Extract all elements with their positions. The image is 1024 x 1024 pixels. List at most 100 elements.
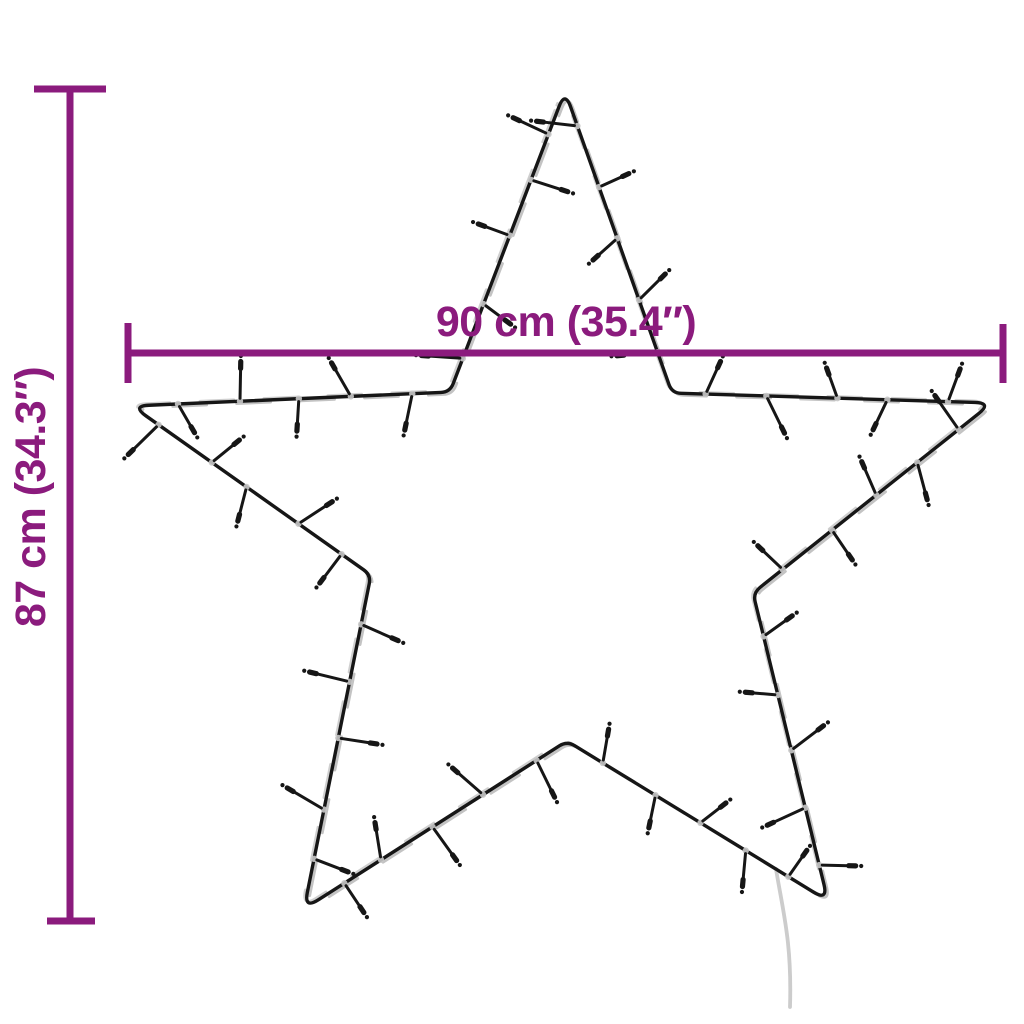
- bulb-stem: [874, 400, 888, 425]
- bulb: [751, 539, 782, 569]
- bulb: [832, 531, 858, 567]
- bulb: [739, 852, 747, 895]
- bulb-tip-dot: [807, 843, 813, 848]
- bulb: [315, 858, 356, 876]
- bulb-stem: [374, 827, 383, 859]
- bulb-stem: [344, 884, 362, 909]
- bulb-body: [783, 613, 795, 623]
- bulb: [701, 797, 733, 823]
- bulb-body: [764, 819, 777, 828]
- bulb-body: [533, 118, 547, 125]
- bulb-stem: [639, 277, 662, 300]
- bulb-tip-dot: [457, 862, 462, 868]
- bulb: [532, 179, 576, 196]
- bulb-socket: [243, 483, 250, 491]
- bulb-tip-dot: [554, 800, 560, 805]
- wire-outline: [138, 97, 987, 905]
- width-dimension-label: 90 cm (35.4″): [436, 298, 696, 346]
- bulb-body: [604, 726, 612, 739]
- bulb: [536, 761, 560, 805]
- bulb-stem: [314, 672, 349, 683]
- bulb-tip-dot: [859, 863, 864, 869]
- bulb-tip-dot: [929, 388, 934, 394]
- bulb-stem: [295, 400, 301, 426]
- bulb-stem: [456, 771, 483, 795]
- bulb: [820, 863, 864, 869]
- bulb: [344, 884, 370, 920]
- bulb-body: [339, 866, 351, 875]
- bulb-body: [755, 543, 766, 554]
- bulb-stem: [772, 807, 805, 824]
- bulb-body: [306, 669, 319, 677]
- bulb: [238, 353, 244, 400]
- bulb-stem: [701, 805, 722, 823]
- bulb-tip-dot: [401, 640, 406, 645]
- bulb-body: [328, 360, 338, 372]
- bulb-stem: [212, 442, 236, 463]
- bulb-tip-dot: [294, 434, 299, 439]
- bulb-tip-dot: [364, 915, 370, 920]
- bulb: [339, 736, 385, 747]
- bulb-socket: [816, 861, 823, 869]
- bulb-stem: [484, 304, 507, 322]
- bulb-tip-dot: [280, 783, 285, 788]
- bulb-stem: [792, 728, 820, 750]
- bulb-socket: [742, 847, 749, 854]
- bulb-socket: [377, 856, 385, 864]
- bulb: [857, 454, 877, 494]
- bulb-body: [235, 511, 243, 524]
- bulb-tip-dot: [751, 539, 756, 545]
- bulb-stem: [299, 503, 328, 524]
- bulb-stem: [322, 555, 342, 579]
- bulb-stem: [291, 789, 323, 810]
- bulb-tip-dot: [326, 355, 331, 361]
- bulb-stem: [532, 179, 563, 192]
- bulb-socket: [295, 395, 303, 402]
- bulb-tip-dot: [728, 797, 733, 802]
- bulb-body: [717, 800, 729, 810]
- bulb-tip-dot: [372, 815, 377, 820]
- bulb-stem: [741, 852, 747, 882]
- bulb-tip-dot: [302, 668, 307, 673]
- bulb-stem: [483, 224, 509, 237]
- bulb-stem: [820, 863, 851, 868]
- bulb-body: [955, 366, 963, 379]
- bulb-stem: [937, 399, 959, 429]
- bulb-tip-dot: [586, 261, 592, 266]
- bulb: [372, 815, 383, 859]
- bulb: [506, 113, 548, 135]
- bulb-socket: [574, 122, 581, 130]
- bulb-body: [323, 499, 335, 509]
- bulb-socket: [335, 734, 342, 742]
- bulb-stem: [832, 531, 850, 556]
- bulb-tip-dot: [822, 360, 827, 365]
- bulb-body: [715, 358, 724, 371]
- bulb: [122, 425, 158, 461]
- bulb-socket: [652, 792, 659, 799]
- bulb-tip-dot: [607, 721, 612, 726]
- bulb-stem: [404, 395, 414, 425]
- bulb-tip-dot: [195, 435, 200, 440]
- bulb-tip-dot: [334, 496, 339, 501]
- bulb-tip-dot: [401, 433, 406, 438]
- bulbs: [122, 113, 965, 920]
- bulb: [362, 624, 406, 645]
- bulb-stem: [339, 736, 372, 745]
- bulb-stem: [761, 549, 782, 569]
- bulb-body: [372, 819, 379, 833]
- bulb-stem: [333, 367, 351, 396]
- bulb: [760, 807, 805, 830]
- bulb-body: [449, 765, 461, 776]
- bulb-body: [389, 635, 401, 644]
- bulb-body: [510, 115, 523, 124]
- bulb-stem: [601, 734, 609, 762]
- bulb: [916, 463, 931, 508]
- bulb: [645, 796, 657, 836]
- bulb-body: [367, 740, 380, 747]
- bulb-tip-dot: [667, 267, 672, 273]
- power-cord: [774, 867, 793, 1009]
- bulb: [822, 360, 838, 397]
- bulb-socket: [346, 678, 353, 685]
- bulb-tip-dot: [380, 742, 385, 747]
